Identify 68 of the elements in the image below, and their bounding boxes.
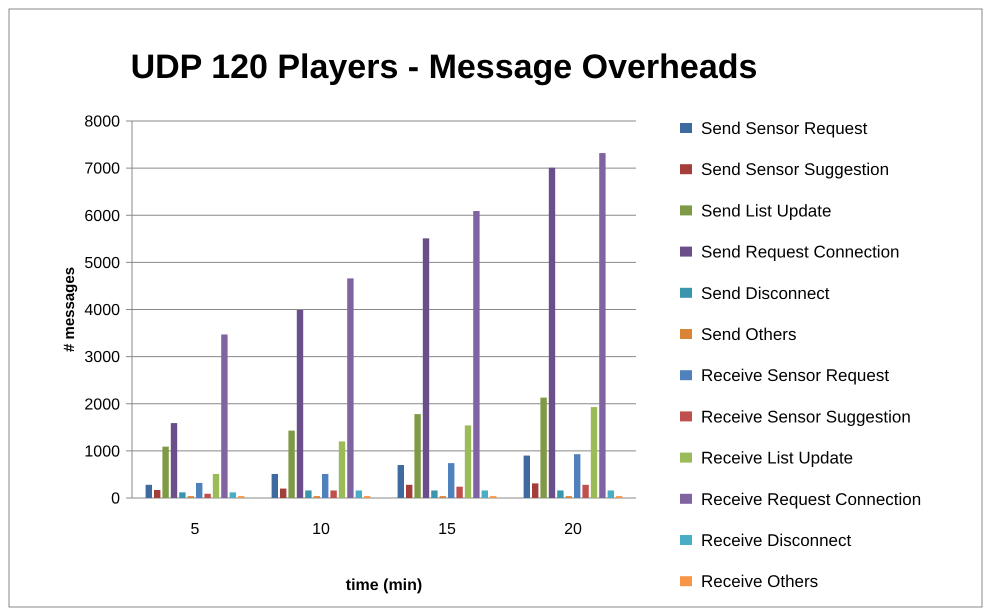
bar — [590, 407, 598, 498]
bar — [456, 486, 463, 498]
legend-label: Receive Request Connection — [701, 490, 922, 509]
bar — [272, 474, 278, 498]
y-tick-label: 7000 — [84, 160, 120, 178]
y-tick-label: 5000 — [84, 254, 120, 272]
x-tick-label: 5 — [190, 521, 200, 538]
bar — [146, 484, 152, 498]
bar — [540, 398, 547, 498]
y-tick-label: 8000 — [84, 114, 120, 131]
bar — [532, 483, 538, 498]
legend-label: Send Request Connection — [701, 242, 900, 262]
bar — [608, 490, 614, 498]
bar — [414, 414, 421, 498]
bar — [431, 490, 438, 498]
bar — [524, 456, 530, 498]
legend-label: Receive Others — [701, 572, 818, 592]
bar — [599, 153, 606, 498]
bar — [154, 490, 160, 498]
bar — [212, 474, 220, 498]
bar — [356, 490, 362, 498]
bar — [338, 441, 346, 498]
legend-label: Receive List Update — [701, 448, 854, 468]
legend-label: Receive Sensor Suggestion — [701, 407, 911, 426]
bar — [582, 484, 589, 498]
bar — [196, 482, 202, 498]
x-tick-label: 10 — [312, 521, 330, 538]
chart-title: UDP 120 Players - Message Overheads — [130, 48, 758, 86]
y-tick-label: 3000 — [84, 349, 120, 366]
x-tick-label: 15 — [438, 521, 456, 538]
bar — [406, 484, 412, 498]
bar — [162, 446, 169, 498]
y-tick-label: 2000 — [84, 396, 120, 414]
bar — [288, 430, 295, 498]
bar — [330, 490, 337, 498]
bar — [548, 168, 556, 498]
legend-label: Send List Update — [701, 201, 832, 220]
legend-label: Send Disconnect — [701, 284, 830, 303]
legend-label: Send Sensor Suggestion — [701, 160, 890, 180]
x-tick-label: 20 — [564, 521, 582, 538]
y-tick-label: 6000 — [84, 208, 120, 225]
y-tick-label: 1000 — [84, 443, 120, 460]
y-axis-title: # messages — [61, 266, 78, 352]
bar — [280, 488, 286, 498]
x-axis-title: time (min) — [346, 577, 422, 594]
bar — [448, 463, 454, 498]
bar — [422, 238, 430, 498]
bar — [322, 474, 328, 498]
bar — [482, 490, 488, 498]
bar — [557, 490, 564, 498]
y-tick-label: 4000 — [84, 302, 120, 320]
bar — [179, 492, 186, 498]
legend-label: Send Others — [701, 324, 796, 344]
bar — [464, 425, 472, 498]
legend-label: Receive Disconnect — [701, 530, 852, 550]
bar — [204, 494, 211, 498]
legend-label: Receive Sensor Request — [701, 366, 890, 386]
legend-label: Send Sensor Request — [701, 118, 868, 138]
bar — [347, 278, 354, 498]
bar — [221, 334, 228, 498]
y-tick-label: 0 — [111, 490, 120, 508]
bar — [473, 211, 480, 498]
bar — [305, 490, 312, 498]
bar — [170, 423, 178, 498]
bar — [574, 454, 580, 498]
bar — [398, 465, 404, 498]
bar — [230, 492, 236, 498]
bar — [296, 310, 304, 498]
